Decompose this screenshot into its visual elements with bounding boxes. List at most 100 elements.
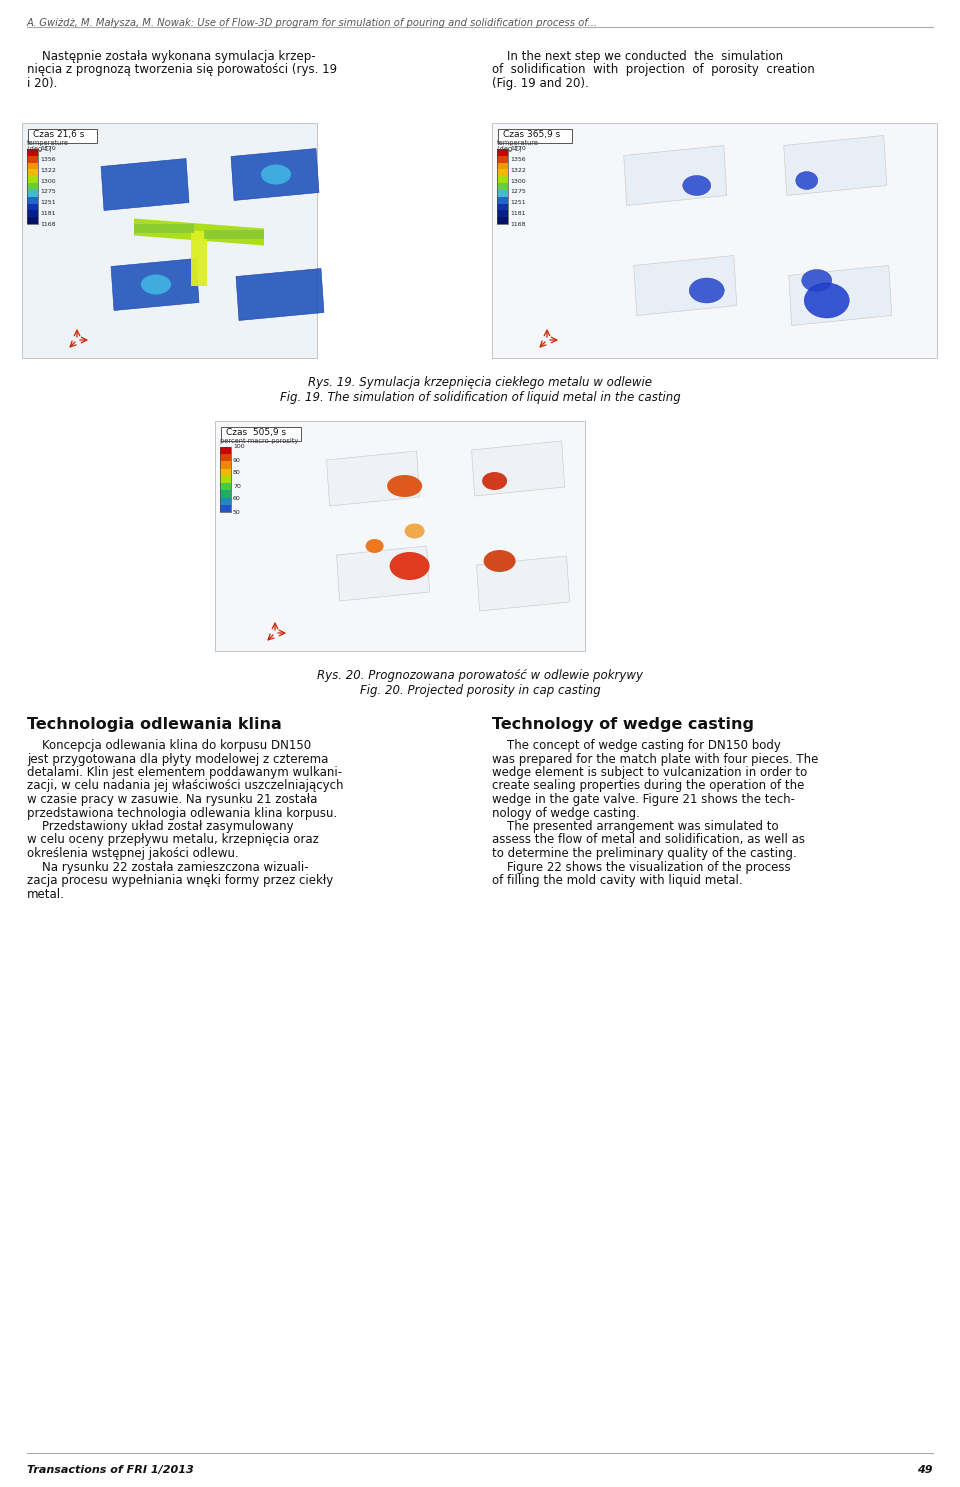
Text: percent macro-porosity: percent macro-porosity [220, 439, 299, 445]
Text: 1322: 1322 [510, 168, 526, 172]
Text: detalami. Klin jest elementem poddawanym wulkani-: detalami. Klin jest elementem poddawanym… [27, 766, 342, 779]
Text: jest przygotowana dla płyty modelowej z czterema: jest przygotowana dla płyty modelowej z … [27, 752, 328, 766]
Text: Technologia odlewania klina: Technologia odlewania klina [27, 717, 281, 732]
Ellipse shape [804, 283, 850, 318]
Text: 1168: 1168 [40, 222, 56, 226]
Bar [220, 448, 231, 454]
Bar [492, 123, 937, 358]
Bar [497, 190, 508, 196]
Polygon shape [326, 451, 420, 506]
Polygon shape [634, 256, 736, 315]
Bar [497, 177, 508, 183]
Ellipse shape [387, 474, 422, 497]
Text: 1275: 1275 [40, 189, 56, 195]
Ellipse shape [683, 175, 710, 195]
Bar [134, 223, 194, 232]
Text: zacji, w celu nadania jej właściwości uszczelniających: zacji, w celu nadania jej właściwości us… [27, 779, 344, 793]
Ellipse shape [390, 552, 430, 580]
Text: Rys. 20. Prognozowana porowatość w odlewie pokrywy: Rys. 20. Prognozowana porowatość w odlew… [317, 669, 643, 683]
Ellipse shape [796, 171, 818, 189]
Text: metal.: metal. [27, 888, 65, 901]
Text: 1370: 1370 [40, 147, 56, 152]
Text: create sealing properties during the operation of the: create sealing properties during the ope… [492, 779, 804, 793]
Text: to determine the preliminary quality of the casting.: to determine the preliminary quality of … [492, 848, 797, 859]
Text: 80: 80 [233, 470, 241, 476]
Polygon shape [101, 159, 189, 211]
Bar [220, 476, 231, 483]
Bar [220, 498, 231, 504]
Text: 1300: 1300 [510, 178, 526, 183]
Text: was prepared for the match plate with four pieces. The: was prepared for the match plate with fo… [492, 752, 818, 766]
Text: nięcia z prognozą tworzenia się porowatości (rys. 19: nięcia z prognozą tworzenia się porowato… [27, 64, 337, 76]
Text: 1300: 1300 [40, 178, 56, 183]
Polygon shape [236, 269, 324, 321]
Text: Technology of wedge casting: Technology of wedge casting [492, 717, 754, 732]
Bar [497, 217, 508, 225]
Text: nology of wedge casting.: nology of wedge casting. [492, 806, 640, 819]
Polygon shape [789, 266, 892, 326]
Bar [497, 196, 508, 204]
Text: assess the flow of metal and solidification, as well as: assess the flow of metal and solidificat… [492, 834, 805, 846]
Text: zacja procesu wypełniania wnęki formy przez ciekły: zacja procesu wypełniania wnęki formy pr… [27, 874, 333, 888]
Bar [497, 170, 508, 177]
Text: 1322: 1322 [40, 168, 56, 172]
Bar [497, 210, 508, 217]
Bar [220, 461, 231, 468]
Ellipse shape [141, 275, 171, 294]
Bar [220, 483, 231, 491]
Text: The presented arrangement was simulated to: The presented arrangement was simulated … [492, 819, 779, 833]
Text: 49: 49 [918, 1465, 933, 1475]
Polygon shape [476, 556, 569, 611]
Bar [191, 230, 207, 286]
Text: 70: 70 [233, 483, 241, 489]
Text: wedge in the gate valve. Figure 21 shows the tech-: wedge in the gate valve. Figure 21 shows… [492, 793, 795, 806]
Bar [27, 149, 38, 156]
Polygon shape [471, 442, 564, 497]
Bar [27, 217, 38, 225]
Bar [27, 170, 38, 177]
Text: 1251: 1251 [510, 201, 526, 205]
Bar [204, 229, 264, 238]
Ellipse shape [366, 538, 384, 553]
Polygon shape [134, 219, 264, 245]
Text: i 20).: i 20). [27, 77, 58, 91]
Text: 1168: 1168 [510, 222, 525, 226]
Text: 1356: 1356 [510, 158, 526, 162]
Text: A. Gwiżdż, M. Małysza, M. Nowak: Use of Flow-3D program for simulation of pourin: A. Gwiżdż, M. Małysza, M. Nowak: Use of … [27, 18, 598, 28]
Text: Figure 22 shows the visualization of the process: Figure 22 shows the visualization of the… [492, 861, 791, 873]
Text: Czas  505,9 s: Czas 505,9 s [226, 428, 286, 437]
Bar [27, 149, 38, 225]
Ellipse shape [482, 471, 507, 491]
Polygon shape [111, 259, 199, 311]
Text: 1251: 1251 [40, 201, 56, 205]
Text: wedge element is subject to vulcanization in order to: wedge element is subject to vulcanizatio… [492, 766, 807, 779]
Polygon shape [231, 149, 319, 201]
Text: Rys. 19. Symulacja krzepnięcia ciekłego metalu w odlewie: Rys. 19. Symulacja krzepnięcia ciekłego … [308, 376, 652, 390]
Text: Następnie została wykonana symulacja krzep-: Następnie została wykonana symulacja krz… [27, 51, 316, 62]
Text: of filling the mold cavity with liquid metal.: of filling the mold cavity with liquid m… [492, 874, 743, 888]
FancyBboxPatch shape [28, 129, 97, 143]
Text: 1275: 1275 [510, 189, 526, 195]
Text: 50: 50 [233, 510, 241, 515]
Text: przedstawiona technologia odlewania klina korpusu.: przedstawiona technologia odlewania klin… [27, 806, 337, 819]
Text: Fig. 19. The simulation of solidification of liquid metal in the casting: Fig. 19. The simulation of solidificatio… [279, 391, 681, 404]
Text: In the next step we conducted  the  simulation: In the next step we conducted the simula… [492, 51, 783, 62]
Text: (Fig. 19 and 20).: (Fig. 19 and 20). [492, 77, 588, 91]
Text: Czas 21,6 s: Czas 21,6 s [33, 129, 84, 138]
Text: Przedstawiony układ został zasymulowany: Przedstawiony układ został zasymulowany [27, 819, 294, 833]
Bar [220, 504, 231, 512]
Text: temperature: temperature [27, 140, 69, 146]
Bar [215, 421, 585, 651]
Bar [497, 162, 508, 170]
Bar [497, 204, 508, 210]
Text: 90: 90 [233, 458, 241, 462]
Ellipse shape [261, 165, 291, 184]
FancyBboxPatch shape [498, 129, 572, 143]
Text: of  solidification  with  projection  of  porosity  creation: of solidification with projection of por… [492, 64, 815, 76]
Text: 100: 100 [233, 445, 245, 449]
Text: (deg C): (deg C) [497, 146, 521, 153]
Text: 1181: 1181 [40, 211, 56, 216]
Text: 1181: 1181 [510, 211, 525, 216]
Bar [220, 448, 231, 512]
Text: w celu oceny przepływu metalu, krzepnięcia oraz: w celu oceny przepływu metalu, krzepnięc… [27, 834, 319, 846]
